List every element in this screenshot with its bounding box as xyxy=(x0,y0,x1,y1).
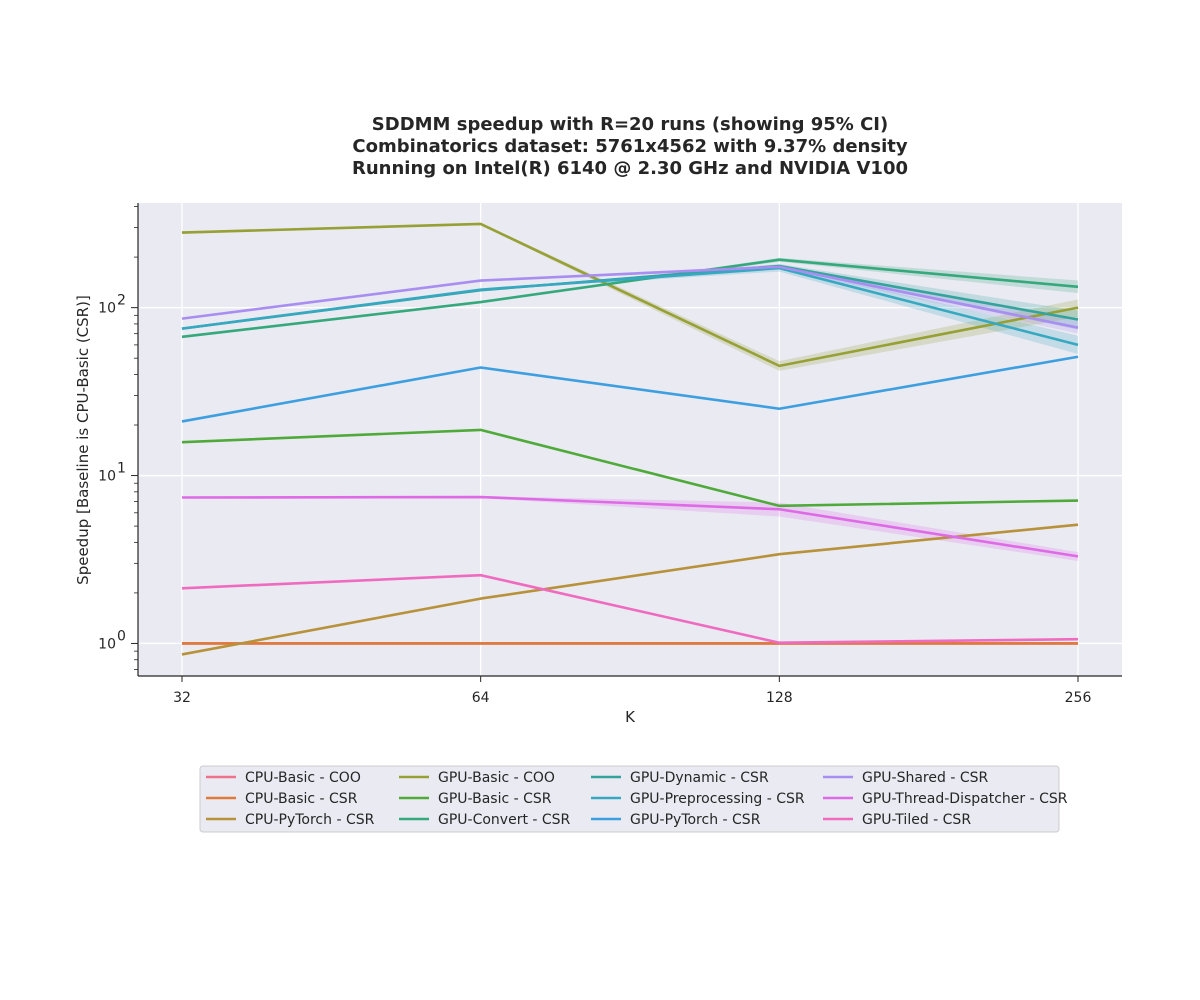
y-tick-exponent: 1 xyxy=(117,461,126,477)
title-line-3: Running on Intel(R) 6140 @ 2.30 GHz and … xyxy=(352,158,908,179)
y-tick-label: 10 xyxy=(98,469,116,485)
series-line xyxy=(181,523,1079,656)
legend-label: GPU-Dynamic - CSR xyxy=(630,770,769,786)
series-lines xyxy=(181,222,1079,656)
y-tick-exponent: 0 xyxy=(117,628,126,644)
series-line xyxy=(181,266,1079,347)
chart-title: SDDMM speedup with R=20 runs (showing 95… xyxy=(352,114,908,179)
series-line xyxy=(181,258,1079,339)
y-tick-label: 10 xyxy=(98,301,116,317)
x-tick-label: 32 xyxy=(173,690,191,706)
legend-label: CPU-Basic - COO xyxy=(245,770,361,786)
series-line xyxy=(181,265,1079,329)
legend-label: GPU-Preprocessing - CSR xyxy=(630,791,805,807)
x-axis-label: K xyxy=(625,708,636,726)
series-line xyxy=(181,355,1079,423)
legend-label: GPU-Basic - COO xyxy=(438,770,555,786)
series-line xyxy=(181,495,1079,558)
legend-label: GPU-Tiled - CSR xyxy=(862,812,971,828)
legend-label: GPU-Convert - CSR xyxy=(438,812,571,828)
y-axis-label: Speedup [Baseline is CPU-Basic (CSR)] xyxy=(74,295,92,585)
x-tick-label: 128 xyxy=(766,690,793,706)
legend-label: GPU-Shared - CSR xyxy=(862,770,988,786)
legend-label: GPU-Basic - CSR xyxy=(438,791,552,807)
series-line xyxy=(181,573,1079,645)
legend-label: CPU-Basic - CSR xyxy=(245,791,358,807)
x-tick-label: 256 xyxy=(1065,690,1092,706)
x-ticks: 32 64 128 256 xyxy=(173,676,1091,706)
series-line xyxy=(181,222,1079,368)
title-line-1: SDDMM speedup with R=20 runs (showing 95… xyxy=(372,114,888,135)
y-tick-label: 10 xyxy=(98,636,116,652)
legend-label: GPU-Thread-Dispatcher - CSR xyxy=(862,791,1068,807)
legend-label: CPU-PyTorch - CSR xyxy=(245,812,375,828)
series-line xyxy=(181,428,1079,508)
legend: CPU-Basic - COO CPU-Basic - CSR CPU-PyTorc… xyxy=(199,765,1068,833)
grid xyxy=(138,203,1122,676)
ci-band xyxy=(182,222,1078,371)
legend-frame xyxy=(199,765,1060,833)
axes xyxy=(137,203,1122,677)
x-tick-label: 64 xyxy=(472,690,490,706)
y-tick-exponent: 2 xyxy=(117,293,126,309)
title-line-2: Combinatorics dataset: 5761x4562 with 9.… xyxy=(352,136,907,157)
legend-label: GPU-PyTorch - CSR xyxy=(630,812,761,828)
